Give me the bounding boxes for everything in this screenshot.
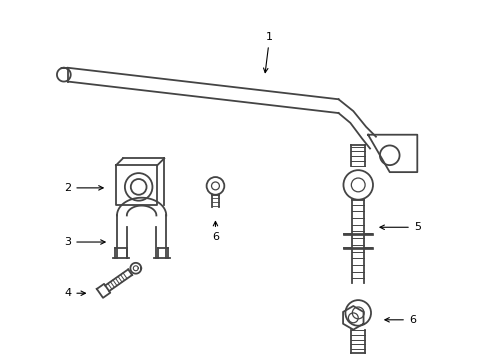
Text: 1: 1 [264,32,273,73]
Text: 6: 6 [212,221,219,242]
Text: 4: 4 [64,288,85,298]
Text: 5: 5 [380,222,421,232]
Text: 6: 6 [385,315,416,325]
Text: 2: 2 [64,183,103,193]
Text: 3: 3 [64,237,105,247]
